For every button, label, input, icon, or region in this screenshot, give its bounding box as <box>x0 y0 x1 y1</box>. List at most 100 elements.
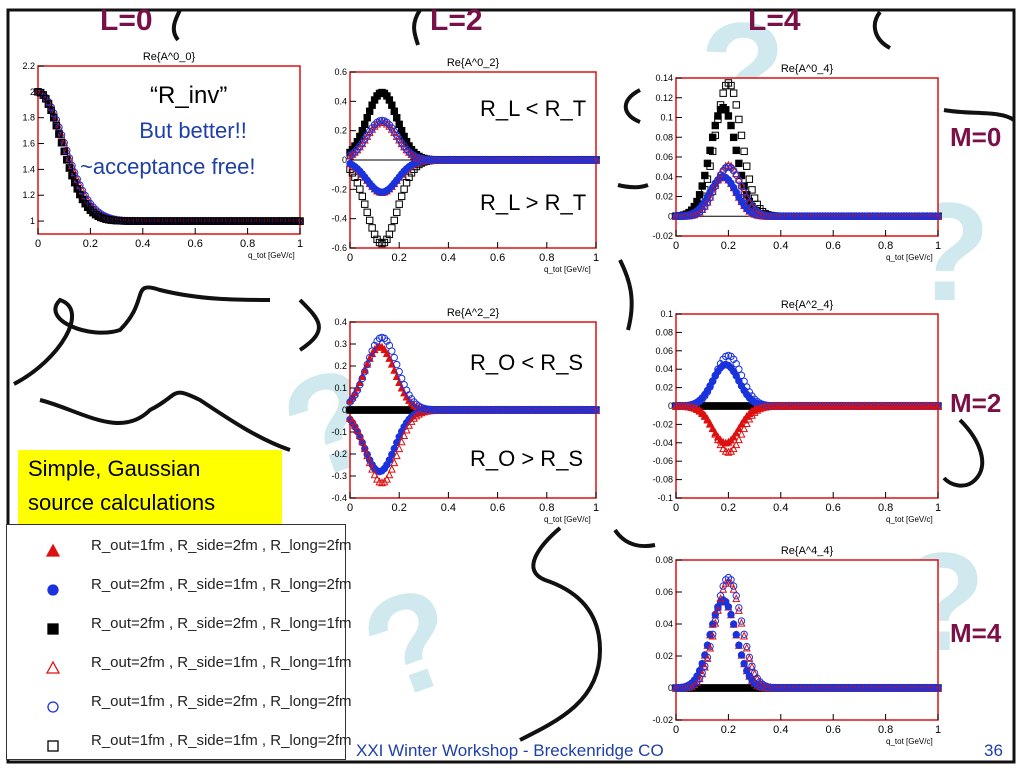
data-point <box>722 81 730 90</box>
x-tick-label: 0.4 <box>441 502 456 514</box>
data-point <box>577 406 585 414</box>
data-point <box>405 391 413 399</box>
series-5 <box>34 88 304 225</box>
data-point <box>486 156 494 164</box>
x-tick-label: 0.2 <box>392 502 407 514</box>
data-point <box>706 642 714 651</box>
data-point <box>395 200 403 208</box>
y-tick-label: 0.06 <box>655 346 673 356</box>
data-point <box>711 618 720 627</box>
data-point <box>356 380 364 389</box>
data-point <box>348 150 357 158</box>
data-point <box>476 406 485 414</box>
x-tick-label: 0.2 <box>721 240 736 252</box>
data-point <box>708 133 717 142</box>
y-tick-label: -0.06 <box>652 456 673 466</box>
data-point <box>390 127 398 136</box>
puzzle-curve <box>618 259 634 331</box>
data-point <box>469 406 477 414</box>
data-point <box>474 156 482 164</box>
data-point <box>496 406 504 414</box>
data-point <box>422 155 430 164</box>
data-point <box>735 641 743 649</box>
data-point <box>562 156 571 164</box>
y-tick-label: 0.06 <box>655 587 673 597</box>
legend-entry: R_out=1fm , R_side=2fm , R_long=2fm <box>7 531 352 569</box>
data-point <box>824 212 832 220</box>
data-point <box>690 680 699 688</box>
data-point <box>674 684 683 692</box>
data-point <box>910 212 919 220</box>
data-point <box>876 212 885 220</box>
data-point <box>769 212 777 220</box>
data-point <box>466 406 475 414</box>
x-tick-label: 0.6 <box>188 238 203 250</box>
data-point <box>774 212 782 220</box>
data-point <box>766 683 775 692</box>
data-point <box>701 202 709 211</box>
data-point <box>493 156 502 164</box>
data-point <box>397 192 406 201</box>
data-point <box>714 115 722 124</box>
puzzle-curve <box>298 298 321 352</box>
data-point <box>803 212 811 220</box>
data-point <box>457 156 465 164</box>
data-point <box>677 212 685 220</box>
data-point <box>779 212 788 220</box>
data-point <box>850 684 858 692</box>
y-tick-label: 0.2 <box>334 126 347 136</box>
legend-marker <box>47 740 59 752</box>
chart-title: Re{A^0_0} <box>143 51 196 63</box>
data-point <box>863 684 871 692</box>
data-point <box>52 121 61 130</box>
data-point <box>829 212 837 220</box>
data-point <box>535 156 544 164</box>
data-point <box>745 198 754 207</box>
data-point <box>528 406 536 414</box>
puzzle-curve <box>623 88 641 124</box>
x-axis-label: q_tot [GeV/c] <box>886 737 933 746</box>
x-axis-label: q_tot [GeV/c] <box>544 265 591 274</box>
data-point <box>713 435 722 444</box>
y-tick-label: -0.2 <box>331 184 347 194</box>
data-point <box>501 406 509 414</box>
data-point <box>701 662 709 670</box>
data-point <box>370 121 379 129</box>
data-point <box>934 684 942 692</box>
data-point <box>530 406 539 414</box>
data-point <box>503 406 512 414</box>
data-point <box>577 156 585 164</box>
data-point <box>813 684 822 692</box>
data-point <box>348 395 357 403</box>
data-point <box>84 196 92 204</box>
data-point <box>498 406 507 414</box>
x-tick-label: 1 <box>935 502 941 514</box>
legend-entry: R_out=1fm , R_side=1fm , R_long=2fm <box>7 726 352 764</box>
x-tick-label: 0.4 <box>441 252 456 264</box>
data-point <box>737 371 746 380</box>
data-point <box>748 186 756 194</box>
puzzle-curve <box>412 8 422 46</box>
data-point <box>393 208 401 217</box>
x-tick-label: 0 <box>347 252 353 264</box>
puzzle-curve <box>13 285 271 386</box>
data-point <box>52 116 61 124</box>
y-tick-label: 1.6 <box>22 139 35 149</box>
data-point <box>792 684 801 692</box>
data-point <box>506 406 514 414</box>
data-point <box>557 406 566 414</box>
data-point <box>727 121 735 130</box>
data-point <box>708 186 717 195</box>
data-point <box>837 212 845 220</box>
data-point <box>737 618 746 627</box>
data-point <box>543 156 551 164</box>
chart-panel-1: Re{A^0_2} -0.6 -0.4 -0.2 0 0.2 0.4 0.6 0 0.2 0.4 0.… <box>331 57 601 274</box>
data-point <box>427 156 435 164</box>
data-point <box>766 212 775 220</box>
y-tick-label: -0.4 <box>331 214 347 224</box>
data-point <box>761 211 769 219</box>
legend-entry: R_out=2fm , R_side=1fm , R_long=2fm <box>7 570 352 608</box>
note-line2: ~acceptance free! <box>80 154 256 179</box>
data-point <box>711 429 720 438</box>
data-point <box>819 684 827 692</box>
